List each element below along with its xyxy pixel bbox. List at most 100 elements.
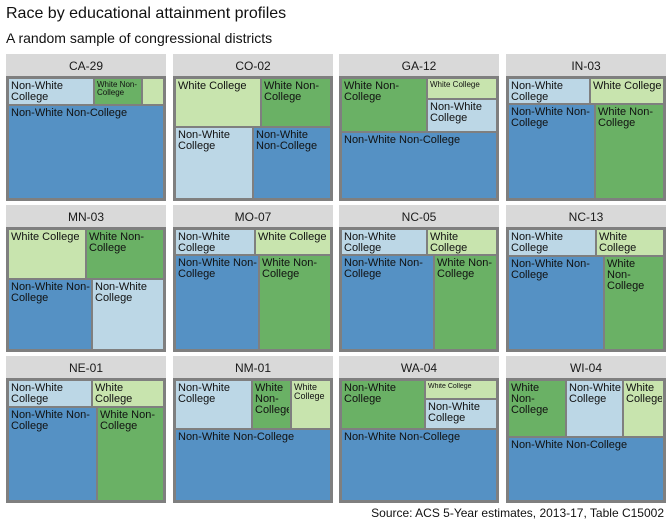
treemap-panel-nm-01: NM-01 Non-White College White Non-College W… bbox=[173, 356, 333, 503]
tile-label: White College bbox=[258, 232, 327, 243]
panel-title: WA-04 bbox=[339, 356, 499, 378]
treemap-panel-nc-05: NC-05 Non-White College White College Non-W… bbox=[339, 205, 499, 352]
treemap-plot: Non-White College White College Non-White … bbox=[339, 378, 499, 503]
treemap-plot: Non-White College White College Non-White … bbox=[506, 227, 666, 352]
tile-label: Non-White Non-College bbox=[11, 108, 128, 119]
treemap-tile-non-white-non-college: Non-White Non-College bbox=[509, 438, 663, 500]
treemap-tile-white-non-college: White Non-College bbox=[95, 79, 141, 104]
panel-title: NC-13 bbox=[506, 205, 666, 227]
treemap-tile-non-white-college: Non-White College bbox=[9, 381, 91, 406]
treemap-tile-white-non-college: White Non-College bbox=[98, 408, 163, 500]
tile-label: White Non-College bbox=[100, 410, 156, 433]
tile-label: Non-White College bbox=[428, 402, 480, 425]
panel-title: MN-03 bbox=[6, 205, 166, 227]
treemap-plot: White College White Non-College Non-White … bbox=[6, 227, 166, 352]
panel-title: CO-02 bbox=[173, 54, 333, 76]
treemap-panel-ne-01: NE-01 Non-White College White College Non-W… bbox=[6, 356, 166, 503]
treemap-tile-white-non-college: White Non-College bbox=[260, 256, 330, 349]
treemap-tile-white-non-college: White Non-College bbox=[262, 79, 330, 126]
treemap-plot: White Non-College White College Non-White … bbox=[339, 76, 499, 201]
treemap-tile-white-college: White College bbox=[426, 381, 496, 398]
treemap-tile-non-white-non-college: Non-White Non-College bbox=[9, 280, 91, 349]
treemap-panel-wa-04: WA-04 Non-White College White College Non-W… bbox=[339, 356, 499, 503]
chart-title: Race by educational attainment profiles bbox=[6, 5, 287, 22]
tile-label: White College bbox=[593, 81, 662, 92]
tile-label: Non-White College bbox=[430, 102, 482, 125]
treemap-plot: Non-White College White College Non-White … bbox=[506, 76, 666, 201]
tile-label: Non-White Non-College bbox=[344, 432, 461, 443]
panel-title: CA-29 bbox=[6, 54, 166, 76]
treemap-tile-non-white-non-college: Non-White Non-College bbox=[254, 128, 330, 198]
treemap-tile-non-white-college: Non-White College bbox=[428, 100, 496, 131]
treemap-tile-non-white-college: Non-White College bbox=[509, 79, 589, 103]
treemap-tile-non-white-non-college: Non-White Non-College bbox=[509, 257, 603, 349]
tile-label: Non-White College bbox=[344, 232, 396, 255]
treemap-tile-non-white-non-college: Non-White Non-College bbox=[342, 430, 496, 500]
treemap-tile-white-non-college: White Non-College bbox=[342, 79, 426, 131]
treemap-panel-ca-29: CA-29 Non-White College White Non-College N… bbox=[6, 54, 166, 201]
treemap-tile-white-non-college: White Non-College bbox=[605, 257, 663, 349]
treemap-tile-non-white-non-college: Non-White Non-College bbox=[176, 430, 330, 500]
tile-label: Non-White College bbox=[95, 282, 147, 305]
treemap-plot: Non-White College White College Non-White … bbox=[6, 378, 166, 503]
panel-title: IN-03 bbox=[506, 54, 666, 76]
treemap-panel-co-02: CO-02 White College White Non-College Non-W… bbox=[173, 54, 333, 201]
tile-label: White Non-College bbox=[262, 258, 318, 281]
treemap-tile-non-white-non-college: Non-White Non-College bbox=[342, 133, 496, 198]
tile-label: White Non-College bbox=[255, 383, 289, 417]
tile-label: Non-White Non-College bbox=[11, 410, 90, 433]
treemap-panel-nc-13: NC-13 Non-White College White College Non-W… bbox=[506, 205, 666, 352]
treemap-plot: Non-White College White College Non-White … bbox=[339, 227, 499, 352]
treemap-tile-non-white-college: Non-White College bbox=[509, 230, 595, 255]
panel-title: NM-01 bbox=[173, 356, 333, 378]
treemap-panel-wi-04: WI-04 White Non-College Non-White College W… bbox=[506, 356, 666, 503]
treemap-tile-white-college bbox=[143, 79, 163, 104]
chart-subtitle: A random sample of congressional distric… bbox=[6, 30, 273, 46]
treemap-tile-non-white-college: Non-White College bbox=[93, 280, 163, 349]
tile-label: Non-White College bbox=[11, 383, 63, 406]
treemap-tile-non-white-college: Non-White College bbox=[176, 128, 252, 198]
tile-label: White College bbox=[626, 383, 662, 406]
treemap-tile-non-white-non-college: Non-White Non-College bbox=[9, 106, 163, 198]
treemap-tile-white-college: White College bbox=[428, 79, 496, 98]
treemap-tile-non-white-non-college: Non-White Non-College bbox=[176, 256, 258, 349]
tile-label: White Non-College bbox=[437, 258, 493, 281]
treemap-tile-non-white-college: Non-White College bbox=[176, 381, 251, 428]
treemap-tile-white-college: White College bbox=[591, 79, 663, 103]
treemap-tile-white-non-college: White Non-College bbox=[509, 381, 565, 436]
tile-label: Non-White Non-College bbox=[511, 259, 590, 282]
tile-label: White College bbox=[428, 383, 472, 390]
tile-label: White College bbox=[430, 232, 468, 255]
treemap-plot: Non-White College White Non-College White … bbox=[173, 378, 333, 503]
tile-label: Non-White Non-College bbox=[256, 130, 318, 153]
treemap-tile-white-college: White College bbox=[9, 230, 85, 278]
treemap-tile-white-college: White College bbox=[624, 381, 663, 436]
treemap-tile-white-non-college: White Non-College bbox=[435, 256, 496, 349]
tile-label: White Non-College bbox=[344, 81, 400, 104]
treemap-tile-white-non-college: Non-White College bbox=[342, 381, 424, 428]
treemap-tile-non-white-non-college: Non-White Non-College bbox=[509, 105, 594, 198]
tile-label: Non-White Non-College bbox=[511, 440, 628, 451]
tile-label: White College bbox=[599, 232, 637, 255]
tile-label: White Non-College bbox=[598, 107, 654, 130]
treemap-tile-white-non-college: White Non-College bbox=[87, 230, 163, 278]
panel-title: NC-05 bbox=[339, 205, 499, 227]
tile-label: Non-White Non-College bbox=[511, 107, 590, 130]
treemap-panel-mn-03: MN-03 White College White Non-College Non-W… bbox=[6, 205, 166, 352]
treemap-tile-white-college: White College bbox=[597, 230, 663, 255]
panel-title: WI-04 bbox=[506, 356, 666, 378]
tile-label: White Non-College bbox=[264, 81, 320, 104]
tile-label: White College bbox=[178, 81, 247, 92]
treemap-tile-white-college: White College bbox=[176, 79, 260, 126]
tile-label: White Non-College bbox=[607, 259, 645, 293]
treemap-tile-non-white-college: Non-White College bbox=[426, 400, 496, 428]
treemap-tile-white-college: White College bbox=[256, 230, 330, 254]
tile-label: Non-White College bbox=[344, 383, 396, 406]
treemap-tile-white-college: White College bbox=[292, 381, 330, 428]
tile-label: Non-White College bbox=[178, 383, 230, 406]
treemap-plot: White Non-College Non-White College White … bbox=[506, 378, 666, 503]
treemap-tile-non-white-non-college: Non-White Non-College bbox=[342, 256, 433, 349]
tile-label: Non-White College bbox=[511, 232, 563, 255]
tile-label: Non-White Non-College bbox=[344, 135, 461, 146]
treemap-tile-non-white-college: Non-White College bbox=[9, 79, 93, 104]
